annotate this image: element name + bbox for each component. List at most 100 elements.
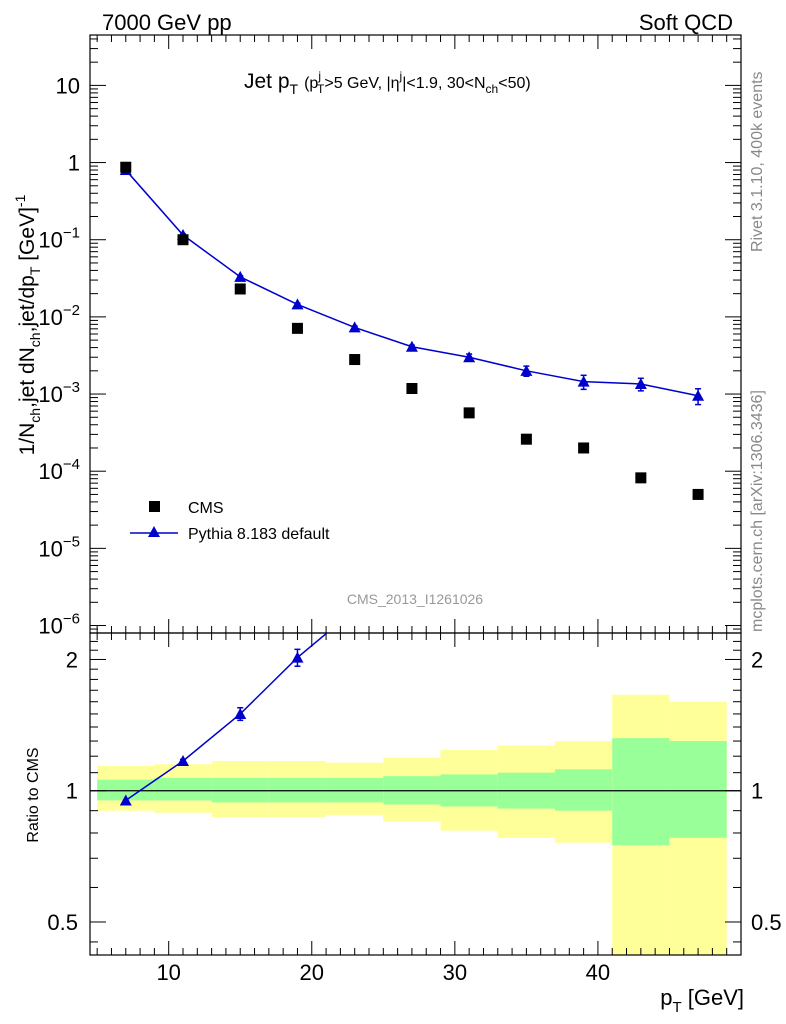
cms-point (177, 234, 189, 246)
legend-cms-label: CMS (188, 500, 224, 517)
ylabel-c: ,jet/dp (16, 275, 39, 332)
ratio-pythia-point (177, 754, 189, 766)
ylabel-d: [GeV] (16, 207, 39, 267)
main-title: Jet pT (pj T>5 GeV, |ηj|<1.9, 30<Nch<50) (244, 69, 531, 97)
main-y-tick-label: 10−3 (38, 379, 80, 407)
pythia-point (405, 340, 418, 352)
cms-point (349, 354, 361, 366)
pythia-point (577, 375, 590, 387)
title-cond-3: |<1.9, 30<N (402, 75, 485, 92)
ratio-pythia-point (119, 794, 132, 806)
cms-point (291, 322, 303, 334)
tick-base: 10 (56, 73, 80, 98)
ratio-stat-band (97, 779, 155, 801)
tick-exponent: −1 (63, 225, 80, 242)
ratio-pythia-point (291, 651, 304, 663)
tick-base: 10 (38, 382, 62, 407)
main-y-tick-label: 10 (56, 73, 80, 98)
pythia-point (463, 351, 476, 363)
ratio-stat-band (154, 777, 212, 801)
x-axis-label: pT [GeV] (660, 985, 744, 1016)
cms-point (406, 382, 418, 394)
process-label: Soft QCD (639, 10, 733, 35)
cms-point (578, 442, 590, 454)
tick-exponent: −3 (63, 379, 80, 396)
ratio-stat-band (555, 769, 613, 811)
pythia-point (348, 321, 361, 333)
pythia-point (291, 298, 304, 310)
rivet-info-label: Rivet 3.1.10, 400k events (749, 71, 766, 252)
main-y-tick-label: 10−5 (38, 533, 80, 561)
ratio-y-tick-label-right: 2 (751, 647, 763, 672)
ratio-pythia-point (234, 707, 247, 719)
main-y-tick-label: 10−4 (38, 456, 80, 484)
title-cond-2-sup: j (399, 69, 403, 83)
xlabel-unit: [GeV] (682, 985, 744, 1010)
ratio-y-tick-label: 0.5 (47, 910, 78, 935)
tick-base: 10 (38, 228, 62, 253)
legend-cms-marker (149, 501, 160, 512)
source-label: mcplots.cern.ch [arXiv:1306.3436] (749, 390, 766, 632)
title-cond-1-sub: T (317, 82, 325, 96)
ratio-panel: 10 20 30 40 0.5 0.5 1 1 2 2 (47, 632, 782, 985)
cms-point (692, 488, 704, 500)
ratio-y-tick-label: 2 (66, 647, 78, 672)
ylabel-a-sub: ch (27, 408, 43, 423)
tick-base: 10 (38, 305, 62, 330)
title-cond-4: <50) (498, 75, 530, 92)
tick-exponent: −4 (63, 456, 80, 473)
tick-base: 10 (38, 459, 62, 484)
ratio-y-tick-label-right: 1 (751, 779, 763, 804)
cms-point (520, 433, 532, 445)
ylabel-c-sub: T (27, 266, 43, 275)
ylabel-b: ,jet dN (16, 347, 39, 408)
pythia-point (520, 364, 533, 376)
ylabel-b-sub: ch (27, 332, 43, 347)
main-y-tick-label: 10−2 (38, 302, 80, 330)
ratio-y-tick-label-right: 0.5 (751, 910, 782, 935)
ratio-series-group (119, 633, 329, 806)
energy-label: 7000 GeV pp (102, 10, 232, 35)
cms-point (463, 407, 475, 419)
main-y-axis-label: 1/Nch,jet dNch,jet/dpT [GeV]-1 (12, 194, 43, 455)
pythia-point (234, 270, 247, 282)
x-tick-label: 30 (443, 960, 467, 985)
cms-point (120, 161, 132, 173)
main-frame (89, 34, 742, 634)
ratio-stat-band (612, 738, 670, 846)
cms-point (234, 283, 246, 295)
tick-base: 10 (38, 614, 62, 639)
x-tick-label: 40 (586, 960, 610, 985)
title-cond-1-sup: j (317, 69, 321, 83)
cms-point (635, 472, 647, 484)
x-tick-label: 20 (300, 960, 324, 985)
tick-exponent: −5 (63, 533, 80, 550)
ratio-stat-band (669, 741, 727, 838)
ylabel-d-sup: -1 (12, 194, 28, 207)
legend-pythia-label: Pythia 8.183 default (188, 526, 330, 543)
main-y-tick-label: 10−1 (38, 225, 80, 253)
main-y-tick-label: 10−6 (38, 611, 80, 639)
xlabel-sub: T (672, 999, 681, 1016)
ratio-frame (89, 632, 742, 956)
ratio-y-axis-label: Ratio to CMS (25, 747, 42, 842)
ratio-y-tick-label: 1 (66, 779, 78, 804)
title-cond-3-sub: ch (486, 82, 499, 96)
x-tick-label: 10 (156, 960, 180, 985)
tick-base: 10 (38, 536, 62, 561)
xlabel-main: p (660, 985, 672, 1010)
analysis-watermark: CMS_2013_I1261026 (347, 591, 483, 607)
pythia-point (634, 377, 647, 389)
legend-pythia-marker (148, 526, 160, 537)
main-y-tick-label: 1 (68, 151, 80, 176)
ylabel-a: 1/N (16, 423, 39, 456)
tick-exponent: −2 (63, 302, 80, 319)
title-cond-1: (p (304, 75, 318, 92)
pythia-line (125, 169, 699, 397)
tick-exponent: −6 (63, 611, 80, 628)
title-main: Jet p (244, 70, 290, 93)
pythia-point (692, 389, 705, 401)
tick-base: 1 (68, 151, 80, 176)
